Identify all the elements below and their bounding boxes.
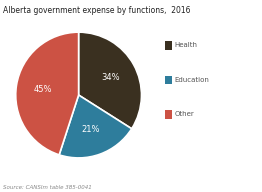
Text: 21%: 21% [82, 125, 100, 134]
Wedge shape [16, 32, 79, 155]
Text: Health: Health [174, 42, 197, 48]
Wedge shape [79, 32, 141, 129]
Text: Alberta government expense by functions,  2016: Alberta government expense by functions,… [3, 6, 190, 15]
Text: Source: CANSIm table 385-0041: Source: CANSIm table 385-0041 [3, 185, 91, 190]
Wedge shape [59, 95, 132, 158]
Text: 45%: 45% [33, 85, 52, 94]
Text: Education: Education [174, 77, 209, 83]
Text: 34%: 34% [101, 73, 120, 82]
Text: Other: Other [174, 111, 194, 117]
